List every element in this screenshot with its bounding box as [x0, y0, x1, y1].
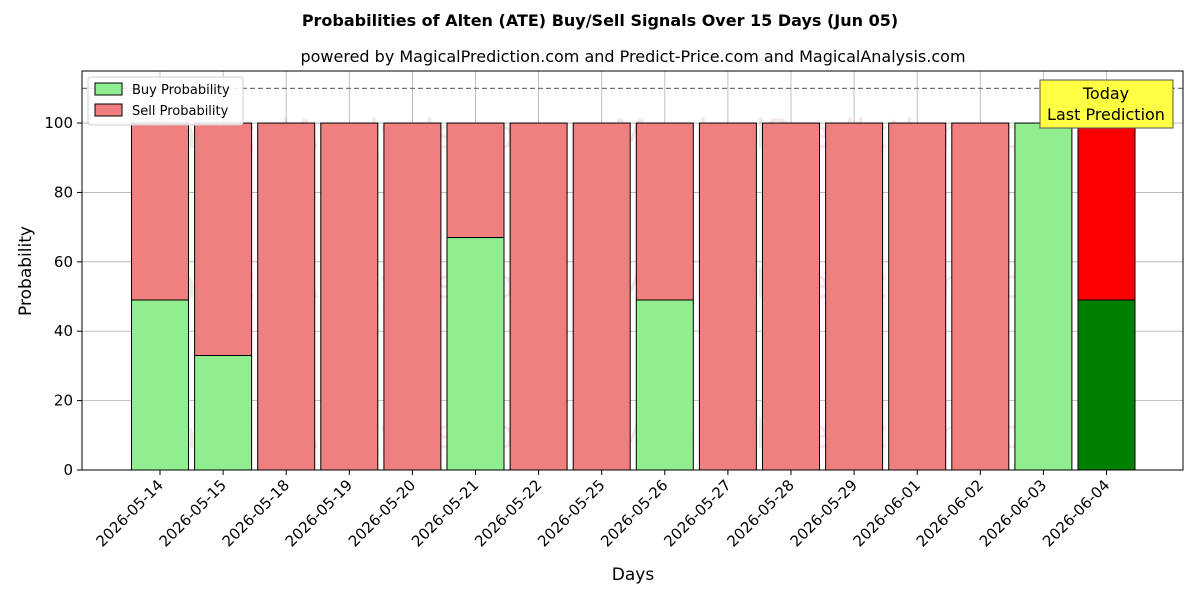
- chart-title: Probabilities of Alten (ATE) Buy/Sell Si…: [302, 11, 898, 30]
- x-tick-label-3: 2026-05-19: [282, 476, 356, 550]
- bar-sell-2026-05-29: [825, 122, 884, 471]
- x-tick-label-6: 2026-05-22: [471, 476, 545, 550]
- x-tick-label-0: 2026-05-14: [92, 476, 166, 550]
- y-tick-label-5: 100: [44, 114, 73, 132]
- x-tick-label-7: 2026-05-25: [534, 476, 608, 550]
- bar-sell-2026-05-19: [320, 122, 379, 471]
- x-axis-ticks: 2026-05-142026-05-152026-05-182026-05-19…: [92, 470, 1113, 550]
- bar-buy-2026-05-14: [131, 299, 189, 471]
- today-callout-line1: Today: [1082, 84, 1129, 103]
- bars: [131, 122, 1136, 471]
- bar-buy-2026-06-04: [1077, 299, 1136, 471]
- today-callout: Today Last Prediction: [1039, 79, 1174, 129]
- bar-sell-2026-05-18: [257, 122, 316, 471]
- bar-sell-2026-06-04: [1077, 122, 1136, 301]
- today-callout-box: [1039, 79, 1174, 129]
- y-tick-label-2: 40: [54, 322, 73, 340]
- bar-sell-2026-05-14: [131, 122, 189, 301]
- bar-sell-2026-05-20: [383, 122, 442, 471]
- today-callout-line2: Last Prediction: [1047, 105, 1165, 124]
- bar-sell-2026-05-26: [635, 122, 694, 301]
- bar-sell-2026-05-22: [509, 122, 568, 471]
- bar-sell-2026-05-28: [762, 122, 820, 471]
- y-axis-ticks: 0 20 40 60 80 100: [44, 114, 82, 479]
- x-tick-label-14: 2026-06-03: [976, 476, 1050, 550]
- bar-sell-2026-05-25: [572, 122, 631, 471]
- x-tick-label-1: 2026-05-15: [156, 476, 230, 550]
- x-tick-label-13: 2026-06-02: [913, 476, 987, 550]
- x-tick-label-10: 2026-05-28: [723, 476, 797, 550]
- y-axis-label: Probability: [16, 226, 36, 316]
- x-tick-label-4: 2026-05-20: [345, 476, 419, 550]
- legend-buy-swatch: [94, 82, 123, 96]
- bar-sell-2026-05-15: [194, 122, 253, 357]
- y-tick-label-1: 20: [54, 392, 73, 410]
- bar-sell-2026-06-01: [888, 122, 947, 471]
- legend-sell-swatch: [94, 103, 123, 117]
- y-tick-label-0: 0: [63, 461, 73, 479]
- x-tick-label-12: 2026-06-01: [850, 476, 924, 550]
- plot-frame: [81, 70, 1184, 471]
- bar-buy-2026-06-03: [1014, 122, 1073, 471]
- y-tick-label-4: 80: [54, 183, 73, 201]
- x-tick-label-2: 2026-05-18: [219, 476, 293, 550]
- bar-sell-2026-05-27: [698, 122, 757, 471]
- x-tick-label-8: 2026-05-26: [597, 476, 671, 550]
- bar-buy-2026-05-26: [635, 299, 694, 471]
- bar-buy-2026-05-21: [446, 237, 505, 471]
- bar-sell-2026-05-21: [446, 122, 505, 239]
- bar-sell-2026-06-02: [951, 122, 1010, 471]
- x-tick-label-5: 2026-05-21: [408, 476, 482, 550]
- legend-box: [87, 76, 244, 126]
- legend-buy-label: Buy Probability: [132, 83, 230, 98]
- bar-buy-2026-05-15: [194, 355, 253, 471]
- x-axis-label: Days: [612, 565, 655, 585]
- y-tick-label-3: 60: [54, 253, 73, 271]
- x-tick-label-15: 2026-06-04: [1039, 476, 1113, 550]
- x-tick-label-11: 2026-05-29: [787, 476, 861, 550]
- legend-sell-label: Sell Probability: [132, 104, 229, 119]
- x-tick-label-9: 2026-05-27: [660, 476, 734, 550]
- legend: Buy Probability Sell Probability: [87, 76, 244, 126]
- chart-subtitle: powered by MagicalPrediction.com and Pre…: [300, 47, 965, 66]
